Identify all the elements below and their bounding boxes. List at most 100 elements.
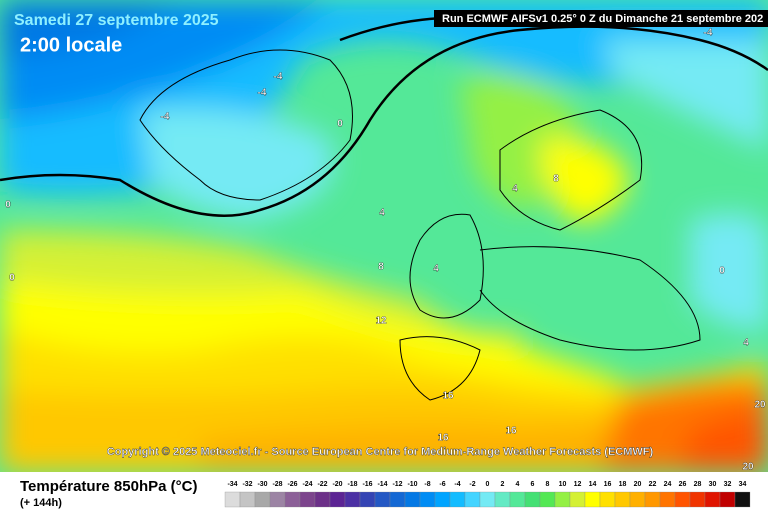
date-label: Samedi 27 septembre 2025 (14, 12, 219, 29)
contour-label: 16 (437, 433, 449, 444)
scale-swatch (659, 491, 676, 508)
contour-label: 20 (742, 462, 754, 473)
scale-swatch (389, 491, 406, 508)
scale-label: -24 (302, 481, 312, 488)
contour-labels: -4 -4 -4 -4 0 0 0 0 4 4 4 4 8 8 12 16 16 16 20 20 (5, 27, 766, 473)
scale-swatch (239, 491, 256, 508)
scale-swatch (434, 491, 451, 508)
copyright: Copyright © 2025 Meteociel.fr - Source E… (107, 446, 654, 458)
contour-label: 16 (505, 426, 517, 437)
scale-swatch (644, 491, 661, 508)
scale-swatch (224, 491, 241, 508)
scale-label: 24 (664, 481, 672, 488)
scale-label: -12 (392, 481, 402, 488)
scale-swatch (734, 491, 751, 508)
scale-swatch (314, 491, 331, 508)
scale-label: 34 (739, 481, 747, 488)
scale-label: -8 (424, 481, 430, 488)
contour-label: 0 (9, 273, 15, 284)
scale-label: 18 (619, 481, 627, 488)
scale-label: 14 (589, 481, 597, 488)
scale-label: -32 (242, 481, 252, 488)
scale-swatch (299, 491, 316, 508)
scale-label: -34 (227, 481, 237, 488)
scale-label: 10 (559, 481, 567, 488)
scale-label: -2 (469, 481, 475, 488)
scale-label: 30 (709, 481, 717, 488)
scale-swatch (494, 491, 511, 508)
scale-label: -10 (407, 481, 417, 488)
contour-label: 0 (337, 119, 343, 130)
legend-lead: (+ 144h) (20, 497, 62, 509)
scale-swatch (269, 491, 286, 508)
scale-label: -30 (257, 481, 267, 488)
contour-label: -4 (161, 112, 170, 123)
scale-swatch (569, 491, 586, 508)
contour-label: 4 (379, 208, 385, 219)
scale-label: 22 (649, 481, 657, 488)
scale-label: 6 (531, 481, 535, 488)
scale-swatch (449, 491, 466, 508)
scale-swatch (464, 491, 481, 508)
scale-swatch (674, 491, 691, 508)
run-box (434, 10, 768, 27)
scale-swatch (719, 491, 736, 508)
contour-label: -4 (258, 88, 267, 99)
scale-swatch (359, 491, 376, 508)
scale-label: 16 (604, 481, 612, 488)
contour-label: 16 (442, 391, 454, 402)
scale-label: -28 (272, 481, 282, 488)
scale-label: 4 (516, 481, 520, 488)
contour-label: 0 (719, 266, 725, 277)
scale-swatch (284, 491, 301, 508)
contour-label: -4 (704, 28, 713, 39)
scale-label: -22 (317, 481, 327, 488)
contour-label: -4 (274, 72, 283, 83)
contour-label: 12 (375, 316, 387, 327)
scale-swatch (404, 491, 421, 508)
temperature-field (0, 0, 768, 472)
contour-label: 0 (5, 200, 11, 211)
contour-label: 8 (553, 174, 559, 185)
scale-swatch (704, 491, 721, 508)
contour-label: 8 (378, 262, 384, 273)
scale-swatch (584, 491, 601, 508)
scale-label: 2 (501, 481, 505, 488)
scale-swatch (524, 491, 541, 508)
scale-label: -26 (287, 481, 297, 488)
legend-title: Température 850hPa (°C) (20, 478, 197, 495)
scale-label: 12 (574, 481, 582, 488)
scale-swatch (329, 491, 346, 508)
scale-label: 0 (486, 481, 490, 488)
scale-label: 8 (546, 481, 550, 488)
run-label: Run ECMWF AIFSv1 0.25° 0 Z du Dimanche 2… (442, 13, 763, 25)
color-scale: -34 -32 -30 -28 -26 -24 -22 -20 -18 -16 -14 -12 -10-… (224, 481, 751, 508)
scale-swatch (629, 491, 646, 508)
contour-label: 4 (433, 264, 439, 275)
scale-swatch (554, 491, 571, 508)
scale-label: -4 (454, 481, 460, 488)
scale-swatch (689, 491, 706, 508)
scale-swatch (374, 491, 391, 508)
scale-swatch (599, 491, 616, 508)
scale-label: 26 (679, 481, 687, 488)
scale-label: -6 (439, 481, 445, 488)
contour-label: 20 (754, 400, 766, 411)
scale-swatch (614, 491, 631, 508)
scale-swatch (509, 491, 526, 508)
scale-swatch (479, 491, 496, 508)
scale-label: -16 (362, 481, 372, 488)
coastlines (139, 49, 701, 401)
scale-label: 20 (634, 481, 642, 488)
contour-label: 4 (512, 184, 518, 195)
scale-swatch (419, 491, 436, 508)
scale-swatch (344, 491, 361, 508)
contour-label: 4 (743, 338, 749, 349)
scale-label: -18 (347, 481, 357, 488)
scale-label: -14 (377, 481, 387, 488)
time-label: 2:00 locale (20, 34, 122, 56)
scale-label: 32 (724, 481, 732, 488)
scale-label: -20 (332, 481, 342, 488)
scale-label: 28 (694, 481, 702, 488)
